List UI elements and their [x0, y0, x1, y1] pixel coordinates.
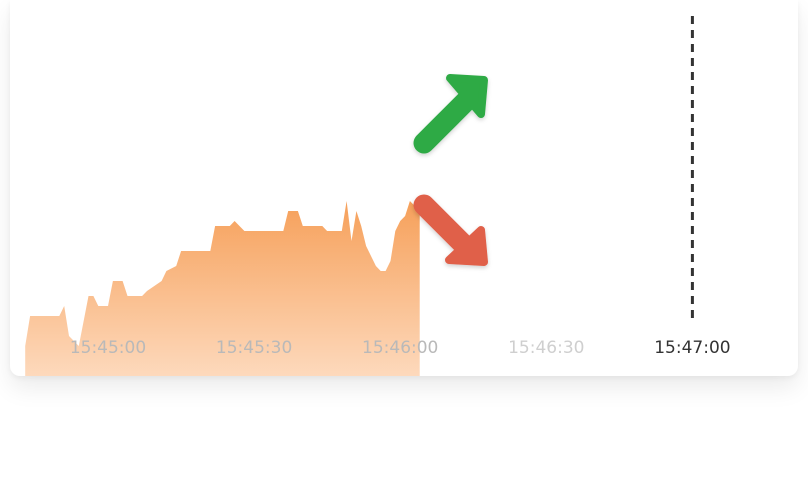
arrow-down-right-icon[interactable] — [413, 194, 488, 266]
x-tick-label: 15:47:00 — [654, 338, 730, 358]
price-area — [25, 201, 420, 376]
price-chart: 15:45:00 15:45:30 15:46:00 15:46:30 15:47:00 — [25, 16, 731, 376]
chart-card: 15:45:00 15:45:30 15:46:00 15:46:30 15:47:00 — [10, 0, 798, 376]
x-tick-label: 15:45:00 — [70, 338, 146, 358]
x-tick-label: 15:45:30 — [216, 338, 292, 358]
x-tick-label: 15:46:00 — [362, 338, 438, 358]
x-tick-label: 15:46:30 — [508, 338, 584, 358]
arrow-up-right-icon[interactable] — [413, 74, 488, 154]
x-axis-ticks: 15:45:00 15:45:30 15:46:00 15:46:30 15:47:00 — [70, 338, 731, 358]
